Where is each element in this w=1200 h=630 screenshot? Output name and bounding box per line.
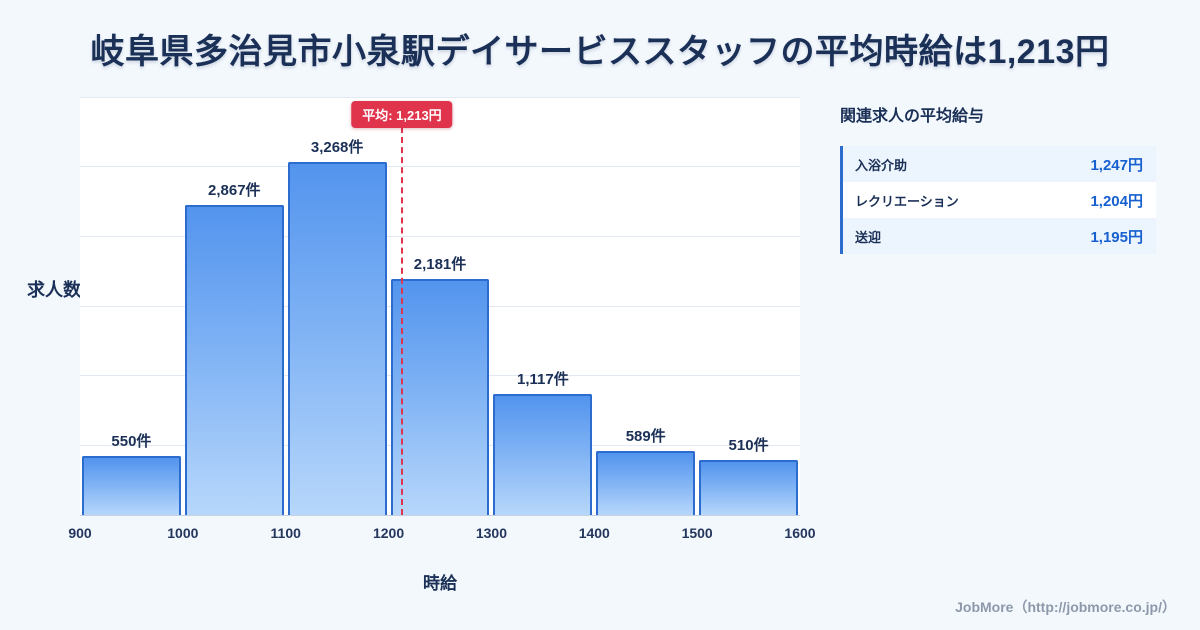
gridline xyxy=(80,235,800,237)
credit-text: JobMore（http://jobmore.co.jp/） xyxy=(955,599,1176,615)
x-tick-label: 1600 xyxy=(784,525,816,541)
gridline xyxy=(80,96,800,98)
histogram-bar xyxy=(596,451,696,515)
x-tick-label: 900 xyxy=(68,525,92,541)
salary-row: 送迎 1,195円 xyxy=(843,218,1156,254)
gridline xyxy=(80,166,800,168)
x-axis-label: 時給 xyxy=(423,574,457,593)
bar-value-label: 550件 xyxy=(111,432,152,450)
panel-title: 関連求人の平均給与 xyxy=(840,108,985,125)
related-salary-panel: 関連求人の平均給与 入浴介助 1,247円レクリエーション 1,204円送迎 1,19… xyxy=(840,102,1156,254)
histogram-bar xyxy=(390,279,490,515)
histogram-bar xyxy=(287,162,387,515)
page-title: 岐阜県多治見市小泉駅デイサービススタッフの平均時給は1,213円 xyxy=(90,33,1110,71)
plot-area: 550件 2,867件 3,268件 2,181件 1,117件 589件 510件 900 1… xyxy=(68,96,816,541)
salary-row-value: 1,247円 xyxy=(1090,156,1143,174)
x-axis-line xyxy=(80,514,800,516)
salary-row-value: 1,195円 xyxy=(1090,228,1143,246)
bar-value-label: 3,268件 xyxy=(310,139,364,157)
salary-row-label: 送迎 xyxy=(855,229,882,245)
bar-value-label: 2,867件 xyxy=(208,182,261,200)
bar-value-label: 510件 xyxy=(728,436,769,454)
salary-row: レクリエーション 1,204円 xyxy=(843,182,1156,218)
histogram-bar xyxy=(184,205,284,515)
average-line xyxy=(400,127,403,515)
x-tick-label: 1200 xyxy=(372,525,405,541)
x-tick-label: 1400 xyxy=(578,525,610,541)
x-tick-label: 1000 xyxy=(167,525,199,541)
y-axis-label: 求人数 xyxy=(27,280,81,300)
salary-row-label: レクリエーション xyxy=(855,193,959,209)
salary-table: 入浴介助 1,247円レクリエーション 1,204円送迎 1,195円 xyxy=(840,146,1156,254)
histogram-bar xyxy=(699,459,798,515)
x-tick-label: 1100 xyxy=(270,525,301,541)
histogram-bar xyxy=(493,394,593,515)
salary-row-value: 1,204円 xyxy=(1090,192,1143,210)
x-tick-label: 1300 xyxy=(475,525,507,541)
salary-row: 入浴介助 1,247円 xyxy=(843,146,1156,182)
average-badge: 平均: 1,213円 xyxy=(351,101,453,128)
bar-value-label: 2,181件 xyxy=(413,256,467,274)
salary-row-label: 入浴介助 xyxy=(855,157,908,173)
bar-value-label: 589件 xyxy=(625,428,666,446)
x-tick-label: 1500 xyxy=(681,525,713,541)
bar-value-label: 1,117件 xyxy=(516,371,569,389)
histogram-bar xyxy=(82,455,181,515)
